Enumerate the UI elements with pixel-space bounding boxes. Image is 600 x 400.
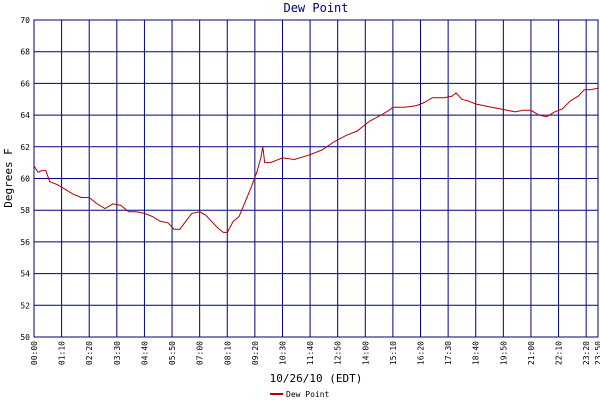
x-tick-label: 15:10 [389,341,398,365]
y-tick-label: 58 [20,206,30,215]
x-tick-label: 08:10 [223,341,232,365]
y-tick-label: 54 [20,270,30,279]
x-tick-label: 00:00 [30,341,39,365]
x-tick-label: 19:50 [499,341,508,365]
x-tick-label: 23:20 [582,341,591,365]
x-tick-label: 22:10 [555,341,564,365]
x-tick-label: 07:00 [196,341,205,365]
y-tick-label: 70 [20,16,30,25]
y-tick-label: 50 [20,333,30,342]
x-tick-label: 16:20 [417,341,426,365]
x-tick-label: 18:40 [472,341,481,365]
x-tick-label: 09:20 [251,341,260,365]
chart-title: Dew Point [283,1,348,15]
y-tick-label: 66 [20,79,30,88]
x-tick-label: 23:50 [594,341,600,365]
x-tick-label: 10:30 [278,341,287,365]
y-tick-label: 62 [20,143,30,152]
x-tick-label: 21:00 [527,341,536,365]
y-axis-label: Degrees F [2,148,15,208]
x-tick-label: 05:50 [168,341,177,365]
data-line [33,87,599,233]
x-tick-label: 02:20 [85,341,94,365]
y-tick-label: 60 [20,175,30,184]
x-axis-label: 10/26/10 (EDT) [270,372,363,385]
x-tick-label: 04:40 [140,341,149,365]
y-tick-label: 68 [20,48,30,57]
x-tick-label: 01:10 [58,341,67,365]
legend-label: Dew Point [286,390,330,399]
y-tick-label: 52 [20,301,30,310]
x-tick-label: 03:30 [113,341,122,365]
x-tick-label: 11:40 [306,341,315,365]
x-tick-label: 17:30 [444,341,453,365]
y-tick-label: 64 [20,111,30,120]
x-tick-label: 14:00 [361,341,370,365]
y-tick-label: 56 [20,238,30,247]
x-tick-label: 12:50 [334,341,343,365]
